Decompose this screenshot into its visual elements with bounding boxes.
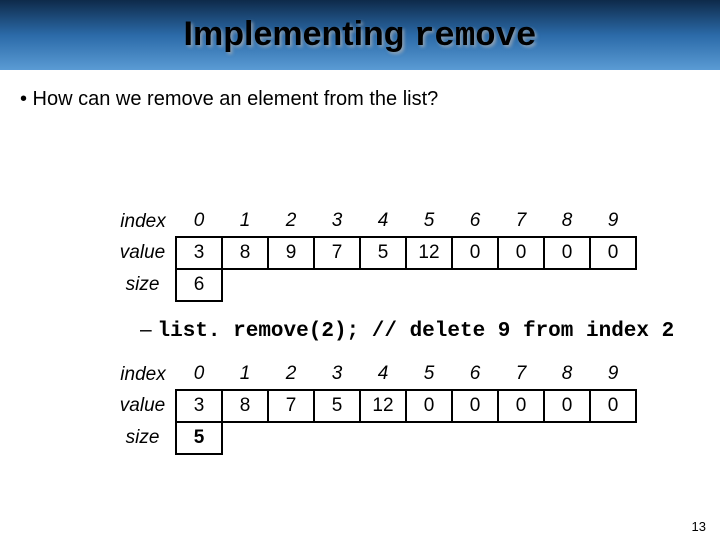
body-area: • How can we remove an element from the … (0, 70, 720, 455)
value-cell: 3 (176, 237, 222, 269)
row-label-size: size (110, 269, 176, 301)
value-cell: 0 (452, 237, 498, 269)
value-cell: 7 (268, 390, 314, 422)
title-code: remove (414, 18, 536, 56)
value-cell: 8 (222, 390, 268, 422)
index-cell: 5 (406, 206, 452, 237)
index-cell: 0 (176, 206, 222, 237)
size-cell: 6 (176, 269, 222, 301)
table-row: value 3 8 9 7 5 12 0 0 0 0 (110, 237, 636, 269)
page-title: Implementing remove (184, 15, 537, 56)
index-cell: 1 (222, 359, 268, 390)
table-row: index 0 1 2 3 4 5 6 7 8 9 (110, 359, 636, 390)
size-cell: 5 (176, 422, 222, 454)
index-cell: 9 (590, 359, 636, 390)
table-row: size 6 (110, 269, 636, 301)
value-cell: 7 (314, 237, 360, 269)
value-cell: 0 (406, 390, 452, 422)
value-cell: 5 (360, 237, 406, 269)
index-cell: 7 (498, 206, 544, 237)
table-row: value 3 8 7 5 12 0 0 0 0 0 (110, 390, 636, 422)
value-cell: 0 (544, 237, 590, 269)
row-label-index: index (110, 359, 176, 390)
header-bar: Implementing remove (0, 0, 720, 70)
index-cell: 8 (544, 359, 590, 390)
index-cell: 3 (314, 206, 360, 237)
index-cell: 7 (498, 359, 544, 390)
table-before: index 0 1 2 3 4 5 6 7 8 9 value 3 8 9 7 … (110, 206, 637, 302)
value-cell: 0 (498, 390, 544, 422)
index-cell: 4 (360, 206, 406, 237)
index-cell: 2 (268, 359, 314, 390)
code-comment: // delete 9 from index 2 (359, 320, 674, 343)
code-line: – list. remove(2); // delete 9 from inde… (110, 302, 700, 359)
index-cell: 0 (176, 359, 222, 390)
value-cell: 0 (498, 237, 544, 269)
row-label-size: size (110, 422, 176, 454)
index-cell: 4 (360, 359, 406, 390)
row-label-value: value (110, 390, 176, 422)
value-cell: 12 (406, 237, 452, 269)
index-cell: 6 (452, 206, 498, 237)
value-cell: 3 (176, 390, 222, 422)
tables-wrap: index 0 1 2 3 4 5 6 7 8 9 value 3 8 9 7 … (20, 111, 700, 455)
table-row: index 0 1 2 3 4 5 6 7 8 9 (110, 206, 636, 237)
title-main: Implementing (184, 15, 414, 53)
value-cell: 0 (544, 390, 590, 422)
value-cell: 0 (590, 390, 636, 422)
table-after: index 0 1 2 3 4 5 6 7 8 9 value 3 8 7 5 … (110, 359, 637, 455)
value-cell: 8 (222, 237, 268, 269)
code-text: list. remove(2); (158, 320, 360, 343)
value-cell: 9 (268, 237, 314, 269)
index-cell: 1 (222, 206, 268, 237)
row-label-index: index (110, 206, 176, 237)
index-cell: 8 (544, 206, 590, 237)
value-cell: 0 (590, 237, 636, 269)
index-cell: 6 (452, 359, 498, 390)
row-label-value: value (110, 237, 176, 269)
bullet-text: • How can we remove an element from the … (20, 88, 700, 111)
index-cell: 9 (590, 206, 636, 237)
code-prefix: – (140, 318, 158, 341)
index-cell: 5 (406, 359, 452, 390)
value-cell: 12 (360, 390, 406, 422)
index-cell: 3 (314, 359, 360, 390)
page-number: 13 (692, 519, 706, 534)
value-cell: 0 (452, 390, 498, 422)
index-cell: 2 (268, 206, 314, 237)
value-cell: 5 (314, 390, 360, 422)
table-row: size 5 (110, 422, 636, 454)
